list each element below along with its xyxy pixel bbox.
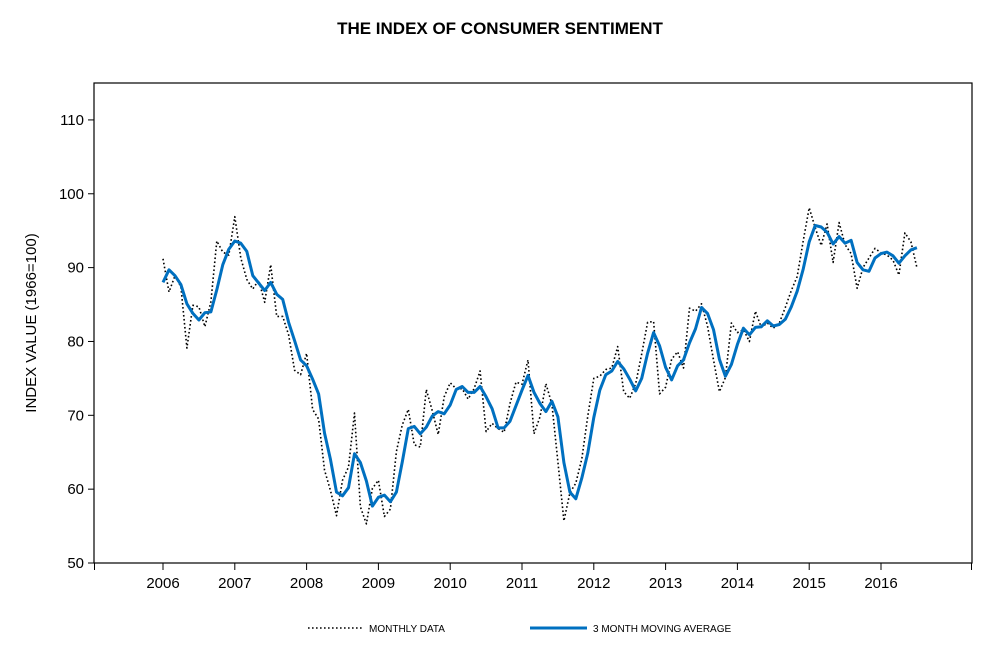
series-moving-average-line [161, 224, 918, 508]
x-tick-label: 2013 [649, 575, 682, 592]
legend-label-monthly: MONTHLY DATA [369, 624, 445, 635]
plot-area [93, 82, 973, 564]
y-axis-label: INDEX VALUE (1966=100) [23, 233, 40, 412]
series-monthly-line [162, 207, 918, 525]
y-tick-label: 50 [67, 555, 84, 572]
x-tick-label: 2010 [434, 575, 467, 592]
x-tick-label: 2009 [362, 575, 395, 592]
legend-label-average: 3 MONTH MOVING AVERAGE [593, 624, 731, 635]
x-axis: 2006 2007 2008 2009 2010 2011 2012 2013 2014 2015… [94, 563, 972, 592]
legend: MONTHLY DATA 3 MONTH MOVING AVERAGE [308, 624, 731, 635]
x-tick-label: 2015 [793, 575, 826, 592]
y-tick-label: 100 [59, 186, 84, 203]
x-tick-label: 2006 [146, 575, 179, 592]
y-tick-label: 60 [67, 481, 84, 498]
series-layer [161, 207, 918, 525]
y-tick-label: 110 [60, 112, 84, 129]
y-axis: 50 60 70 80 90 100 110 [59, 112, 94, 572]
y-tick-label: 90 [67, 260, 84, 277]
x-tick-label: 2008 [290, 575, 323, 592]
x-tick-label: 2014 [721, 575, 754, 592]
y-tick-label: 80 [67, 333, 84, 350]
x-tick-label: 2016 [864, 575, 897, 592]
x-tick-label: 2012 [577, 575, 610, 592]
x-tick-label: 2011 [506, 575, 538, 592]
chart-title: THE INDEX OF CONSUMER SENTIMENT [337, 19, 663, 38]
y-tick-label: 70 [67, 407, 84, 424]
x-tick-label: 2007 [218, 575, 251, 592]
